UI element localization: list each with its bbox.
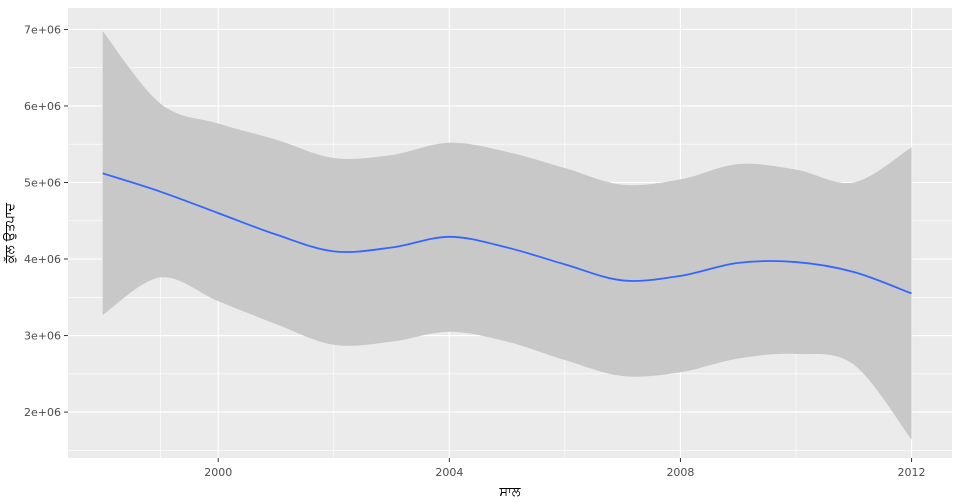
y-axis: 2e+06 3e+06 4e+06 5e+06 6e+06 7e+06 <box>24 23 68 419</box>
y-tick-label: 7e+06 <box>24 23 61 36</box>
y-tick-label: 5e+06 <box>24 176 61 189</box>
y-tick-label: 3e+06 <box>24 330 61 343</box>
y-tick-label: 6e+06 <box>24 100 61 113</box>
y-tick-label: 4e+06 <box>24 253 61 266</box>
confidence-band <box>102 30 912 440</box>
x-tick-label: 2008 <box>666 466 694 479</box>
smoothed-trend-line <box>102 172 912 295</box>
x-axis: 2000 2004 2008 2012 <box>204 458 926 479</box>
x-tick-label: 2000 <box>204 466 232 479</box>
x-tick-label: 2012 <box>898 466 926 479</box>
y-axis-title: ਕੁੱਲ ਉਤਪਾਦ <box>3 203 18 265</box>
y-tick-label: 2e+06 <box>24 406 61 419</box>
x-tick-label: 2004 <box>435 466 463 479</box>
x-axis-title: ਸਾਲ <box>498 485 520 500</box>
